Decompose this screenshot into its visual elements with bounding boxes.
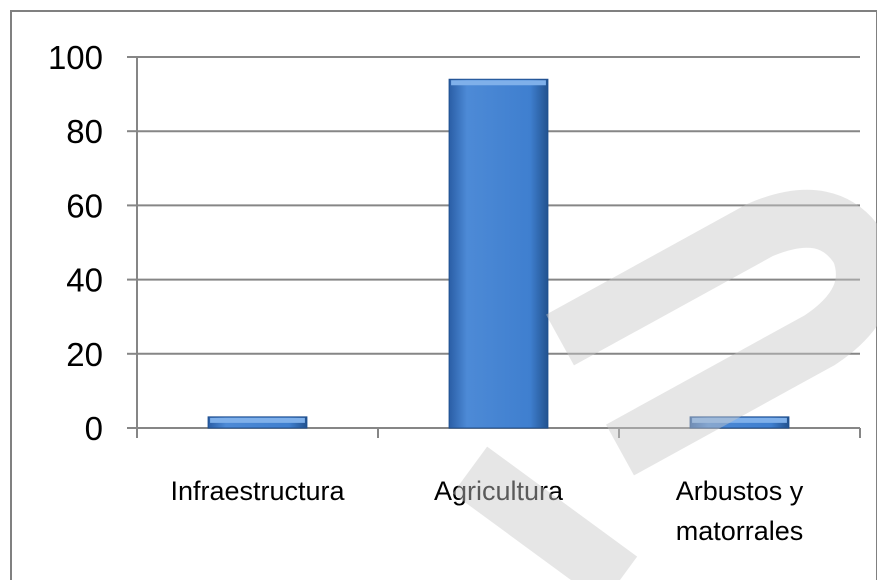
- y-tick-label: 20: [66, 336, 103, 373]
- y-tick-label: 80: [66, 113, 103, 150]
- x-tick-label-line: Infraestructura: [170, 476, 345, 506]
- x-tick-label-line: matorrales: [676, 516, 804, 546]
- x-tick-label: Agricultura: [434, 476, 564, 506]
- x-tick-label-line: Agricultura: [434, 476, 564, 506]
- x-tick-label: Infraestructura: [170, 476, 345, 506]
- bar-highlight-1: [451, 80, 546, 86]
- chart-border: [10, 10, 877, 585]
- y-tick-label: 40: [66, 262, 103, 299]
- y-tick-label: 60: [66, 187, 103, 224]
- bar-highlight-2: [692, 417, 787, 423]
- bar-1: [448, 78, 549, 429]
- y-tick-label: 0: [85, 410, 103, 447]
- y-tick-label: 100: [48, 39, 103, 76]
- x-tick-label-line: Arbustos y: [676, 476, 804, 506]
- x-tick-label: Arbustos y matorrales: [676, 476, 804, 546]
- bar-highlight-0: [210, 417, 305, 423]
